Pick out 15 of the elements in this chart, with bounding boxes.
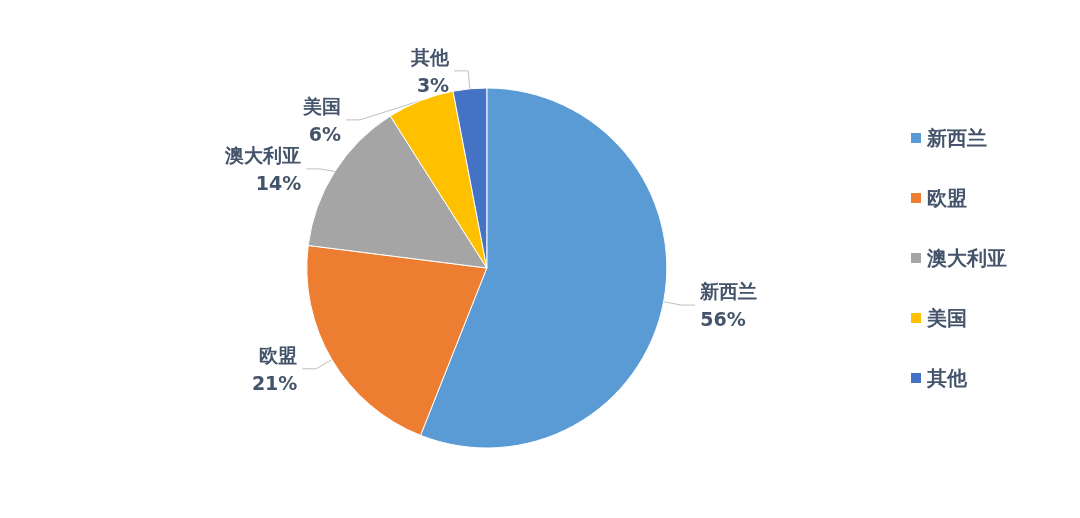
legend-label: 新西兰 — [926, 126, 987, 150]
slice-label: 其他 — [410, 45, 451, 68]
legend-label: 欧盟 — [927, 186, 967, 210]
slice-label: 澳大利亚 — [224, 143, 302, 166]
data-label: 21% — [251, 371, 298, 394]
data-label: 56% — [700, 308, 746, 331]
legend-label: 美国 — [926, 306, 967, 330]
slice-label: 新西兰 — [699, 280, 758, 303]
slice-label: 欧盟 — [259, 343, 298, 366]
data-label: 6% — [308, 122, 341, 145]
legend-label: 澳大利亚 — [926, 246, 1007, 270]
legend-label: 其他 — [926, 366, 968, 390]
slice-label: 美国 — [301, 94, 341, 117]
data-label: 14% — [255, 171, 302, 194]
data-label: 3% — [416, 73, 450, 96]
